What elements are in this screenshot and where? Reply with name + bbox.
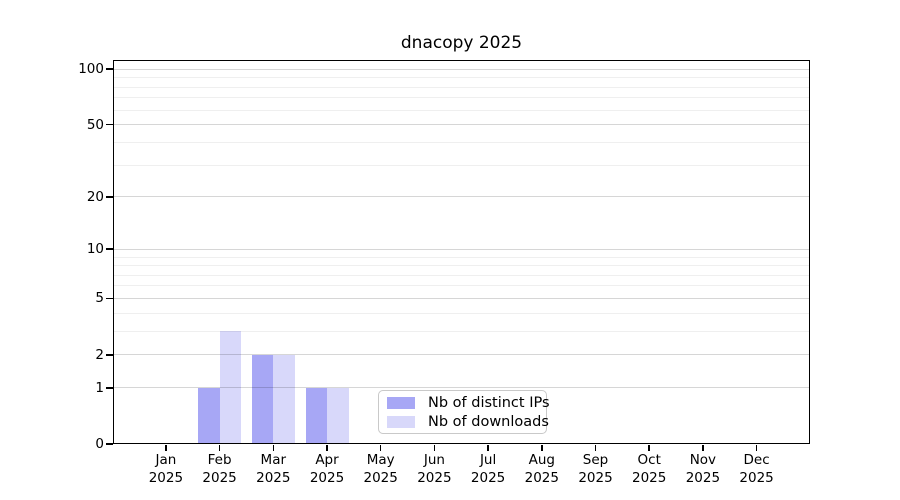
x-axis-tick-mark <box>272 444 275 451</box>
bar-downloads-feb <box>219 331 242 444</box>
gridline-minor <box>113 256 810 258</box>
x-axis-tick-mark <box>379 444 382 451</box>
y-axis-tick-label: 5 <box>95 290 104 307</box>
x-axis-tick-label: Dec 2025 <box>725 451 789 487</box>
x-axis-tick-mark <box>165 444 167 451</box>
y-axis-tick-label: 2 <box>95 346 104 363</box>
x-tick-month: Feb <box>207 452 232 468</box>
x-axis-tick-mark <box>541 444 543 451</box>
x-tick-year: 2025 <box>256 470 291 486</box>
bar-distinct-ips-feb <box>198 387 220 444</box>
gridline-major <box>113 297 810 300</box>
gridline-major <box>113 354 810 356</box>
bar-downloads-apr <box>327 387 349 444</box>
x-tick-month: May <box>366 452 395 468</box>
x-axis-tick-label: Jul 2025 <box>456 451 520 487</box>
x-tick-year: 2025 <box>202 470 237 486</box>
x-tick-year: 2025 <box>470 470 506 486</box>
y-axis-tick-mark <box>106 443 113 445</box>
gridline-minor <box>113 285 810 287</box>
x-axis-tick-mark <box>487 444 489 451</box>
x-axis-tick-label: Mar 2025 <box>241 451 305 487</box>
x-tick-month: Jul <box>479 452 497 468</box>
x-tick-year: 2025 <box>685 470 721 486</box>
x-tick-year: 2025 <box>739 470 774 486</box>
gridline-minor <box>113 86 810 88</box>
x-tick-month: Dec <box>743 452 770 468</box>
x-axis-tick-mark <box>433 444 436 451</box>
legend-row-distinct-ips: Nb of distinct IPs <box>387 395 550 411</box>
x-tick-month: Jun <box>423 452 445 468</box>
x-tick-month: Aug <box>528 452 555 468</box>
gridline-minor <box>113 97 810 99</box>
bar-downloads-mar <box>273 354 295 444</box>
bar-distinct-ips-mar <box>251 354 274 444</box>
legend-label-downloads: Nb of downloads <box>428 413 549 430</box>
gridline-minor <box>113 141 810 143</box>
y-axis-tick-label: 0 <box>95 436 104 452</box>
y-axis-tick-label: 100 <box>78 61 104 78</box>
y-axis-tick-label: 20 <box>86 188 104 205</box>
y-axis-tick-mark <box>106 248 113 251</box>
x-axis-tick-label: Jan 2025 <box>134 451 198 487</box>
y-axis-tick-mark <box>106 353 113 356</box>
x-axis-tick-mark <box>702 444 704 451</box>
gridline-major <box>113 124 810 126</box>
x-tick-year: 2025 <box>148 470 184 486</box>
x-tick-year: 2025 <box>363 470 398 486</box>
y-axis-tick-mark <box>106 386 113 389</box>
gridline-major <box>113 387 810 389</box>
x-tick-year: 2025 <box>417 470 452 486</box>
x-tick-year: 2025 <box>524 470 559 486</box>
x-axis-tick-label: Oct 2025 <box>617 451 681 487</box>
legend-swatch-distinct-ips <box>387 396 415 409</box>
x-tick-year: 2025 <box>632 470 667 486</box>
x-axis-tick-mark <box>326 444 328 451</box>
x-tick-month: Sep <box>582 452 609 468</box>
x-tick-month: Apr <box>315 452 339 468</box>
legend-row-downloads: Nb of downloads <box>387 413 549 430</box>
legend-swatch-downloads <box>387 415 415 428</box>
x-axis-tick-label: Sep 2025 <box>564 451 628 487</box>
x-tick-month: Jan <box>155 452 177 468</box>
gridline-minor <box>113 164 810 166</box>
x-axis-tick-mark <box>648 444 650 451</box>
x-axis-tick-label: Aug 2025 <box>510 451 574 487</box>
y-axis-tick-label: 10 <box>86 241 104 258</box>
y-axis-tick-label: 1 <box>95 379 104 396</box>
x-tick-year: 2025 <box>309 470 345 486</box>
y-axis-tick-mark <box>106 297 113 300</box>
plot-area: Nb of distinct IPs Nb of downloads <box>113 60 810 444</box>
gridline-minor <box>113 312 810 314</box>
legend-label-distinct-ips: Nb of distinct IPs <box>428 394 550 411</box>
x-axis-tick-mark <box>755 444 758 451</box>
legend: Nb of distinct IPs Nb of downloads <box>378 390 550 434</box>
y-axis-tick-mark <box>106 195 113 198</box>
gridline-major <box>113 196 810 198</box>
x-axis-tick-label: Apr 2025 <box>295 451 359 487</box>
x-axis-tick-label: Feb 2025 <box>188 451 252 487</box>
y-axis-tick-mark <box>106 123 113 126</box>
gridline-minor <box>113 265 810 267</box>
x-tick-month: Mar <box>260 452 287 468</box>
gridline-minor <box>113 330 810 332</box>
x-axis-tick-label: May 2025 <box>349 451 413 487</box>
y-axis-tick-mark <box>106 68 113 70</box>
x-tick-year: 2025 <box>578 470 613 486</box>
gridline-minor <box>113 274 810 276</box>
gridline-major <box>113 68 810 70</box>
x-tick-month: Nov <box>689 452 717 468</box>
gridline-minor <box>113 109 810 111</box>
gridline-major <box>113 248 810 250</box>
x-axis-tick-mark <box>594 444 597 451</box>
bar-distinct-ips-apr <box>305 387 327 444</box>
y-axis-tick-label: 50 <box>86 116 104 133</box>
x-axis-tick-label: Nov 2025 <box>671 451 735 487</box>
x-axis-tick-label: Jun 2025 <box>402 451 466 487</box>
x-axis-tick-mark <box>218 444 221 451</box>
chart-title: dnacopy 2025 <box>400 33 523 53</box>
x-tick-month: Oct <box>637 452 661 468</box>
gridline-minor <box>113 77 810 79</box>
